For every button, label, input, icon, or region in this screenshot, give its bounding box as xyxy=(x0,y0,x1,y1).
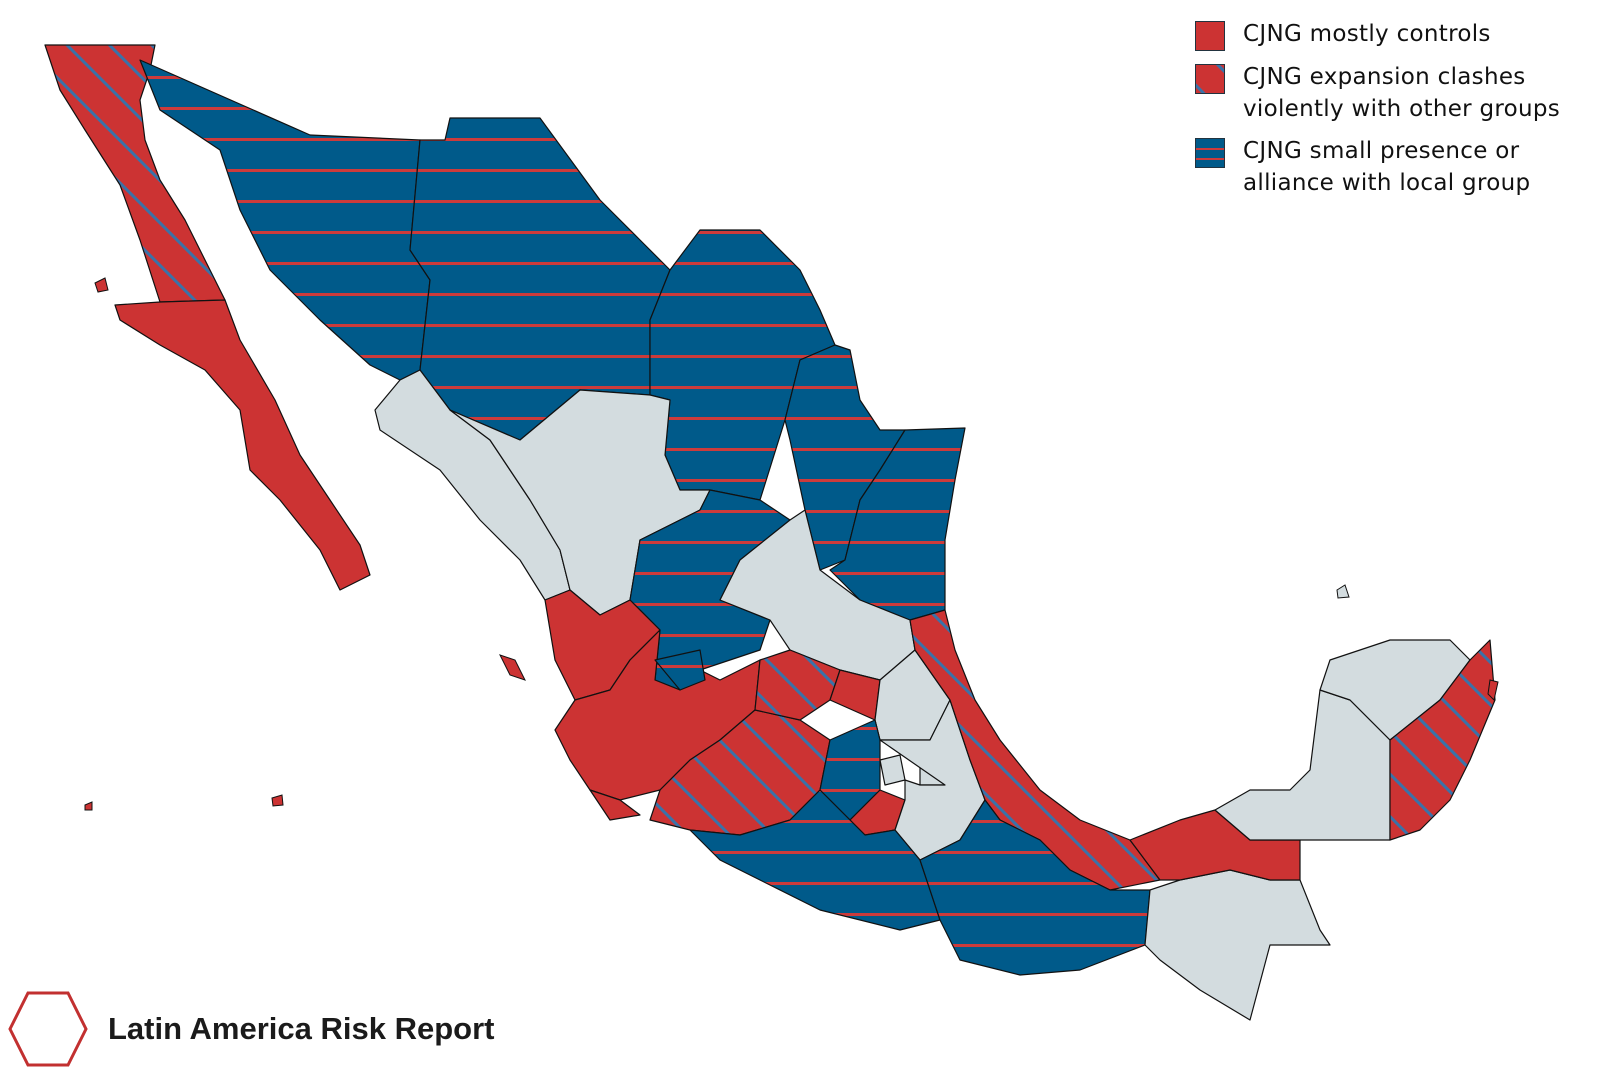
legend-swatch-controls xyxy=(1195,21,1225,51)
hexagon-outline-icon xyxy=(8,991,88,1067)
swatch-fill xyxy=(1196,65,1224,93)
legend-label-line: violently with other groups xyxy=(1243,96,1561,122)
legend-label-line: CJNG expansion clashes xyxy=(1243,64,1526,90)
island-shape xyxy=(94,277,109,293)
legend: CJNG mostly controls CJNG expansion clas… xyxy=(1195,18,1595,209)
legend-label-presence: CJNG small presence or alliance with loc… xyxy=(1243,135,1530,199)
legend-label-line: alliance with local group xyxy=(1243,170,1531,196)
legend-swatch-presence xyxy=(1195,138,1225,168)
state-chihuahua xyxy=(409,117,671,441)
state-baja-california-sur xyxy=(114,299,371,591)
regions-layer xyxy=(44,44,1499,1021)
hexagon-outline xyxy=(8,991,88,1067)
state-oaxaca xyxy=(919,799,1151,976)
state-veracruz xyxy=(909,609,1161,891)
swatch-fill xyxy=(1196,22,1224,50)
state-baja-california xyxy=(44,44,226,303)
island-shape xyxy=(1487,679,1499,701)
swatch-fill xyxy=(1196,139,1224,167)
state-quintana-roo xyxy=(1389,639,1496,841)
legend-item-presence: CJNG small presence or alliance with loc… xyxy=(1195,135,1595,199)
state-aguascalientes xyxy=(654,649,706,691)
swatch-stripe xyxy=(1196,148,1224,150)
legend-label-line: CJNG small presence or xyxy=(1243,138,1520,164)
swatch-stripe xyxy=(1196,158,1224,160)
state-guerrero xyxy=(689,789,941,931)
state-ciudad-de-mexico xyxy=(879,754,906,786)
legend-label-clashes: CJNG expansion clashes violently with ot… xyxy=(1243,61,1560,125)
state-chiapas xyxy=(1144,869,1331,1021)
brand-name: Latin America Risk Report xyxy=(108,1011,495,1046)
island-shape xyxy=(84,801,93,811)
legend-swatch-clashes xyxy=(1195,64,1225,94)
legend-label-line: CJNG mostly controls xyxy=(1243,21,1491,47)
legend-label-controls: CJNG mostly controls xyxy=(1243,18,1491,50)
island-shape xyxy=(1336,584,1350,599)
island-shape xyxy=(271,794,284,807)
state-tabasco xyxy=(1129,809,1301,881)
state-colima xyxy=(589,789,641,821)
legend-item-clashes: CJNG expansion clashes violently with ot… xyxy=(1195,61,1595,125)
legend-item-controls: CJNG mostly controls xyxy=(1195,18,1595,51)
brand: Latin America Risk Report xyxy=(8,990,494,1068)
island-shape xyxy=(499,654,526,681)
